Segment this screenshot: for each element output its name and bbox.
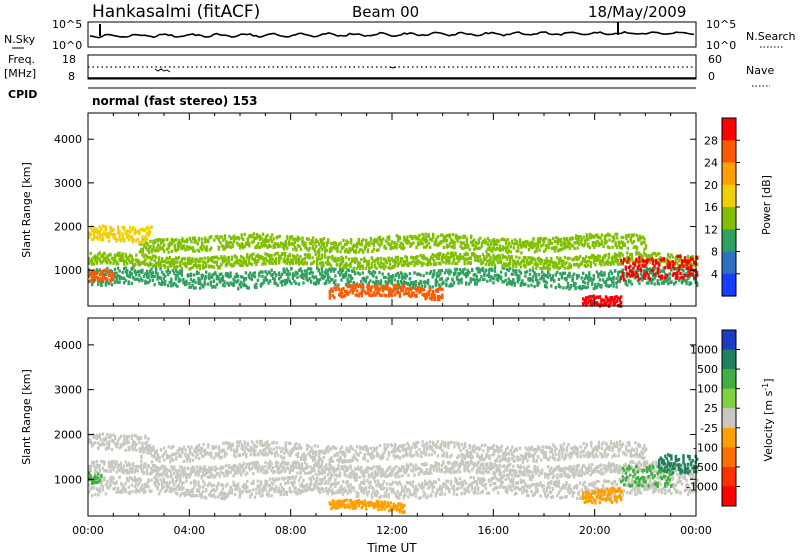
nave-label: Nave — [746, 64, 774, 77]
freq-label-2: [MHz] — [4, 67, 36, 80]
ytick-label: 2000 — [54, 221, 82, 234]
freq-tick-top: 18 — [62, 53, 76, 66]
colorbar-tick-label: 4 — [711, 268, 718, 281]
colorbar-segment — [722, 229, 736, 253]
ytick-label: 4000 — [54, 133, 82, 146]
xtick-label: 08:00 — [275, 524, 307, 537]
velocity-ylabel: Slant Range [km] — [20, 369, 33, 465]
noise-right-tick-bottom: 10^0 — [706, 39, 736, 52]
echo-band-6 — [620, 254, 699, 282]
colorbar-segment — [722, 251, 736, 275]
echo-band-2 — [138, 439, 648, 464]
noise-sky-line — [89, 30, 695, 39]
noise-right-tick-top: 10^5 — [706, 18, 736, 31]
colorbar-tick-label: -25 — [700, 422, 718, 435]
xtick-label: 20:00 — [579, 524, 611, 537]
colorbar-segment — [722, 427, 736, 448]
echo-band-5 — [328, 498, 406, 514]
echo-band-7 — [88, 268, 115, 283]
xtick-label: 00:00 — [72, 524, 104, 537]
colorbar-segment — [722, 162, 736, 186]
xtick-label: 00:00 — [680, 524, 712, 537]
ytick-label: 3000 — [54, 384, 82, 397]
echo-band-2 — [138, 232, 648, 255]
colorbar-segment — [722, 408, 736, 429]
power-colorbar: 28 24 20 16 12 8 4 — [704, 117, 740, 297]
xtick-label: 12:00 — [376, 524, 408, 537]
echo-band-1 — [88, 459, 699, 480]
velocity-colorbar: 1000 500 100 25 -25 -100 -500 -1000 — [686, 329, 740, 507]
colorbar-tick-label: -1000 — [686, 480, 718, 493]
noise-sky-label: N.Sky — [4, 33, 36, 46]
cpid-label: CPID — [8, 88, 37, 101]
colorbar-tick-label: 12 — [704, 223, 718, 236]
beam-title: Beam 00 — [352, 3, 419, 21]
echo-band-6 — [582, 487, 623, 505]
colorbar-tick-label: 500 — [697, 363, 718, 376]
station-title: Hankasalmi (fitACF) — [92, 2, 260, 22]
velocity-panel: 4000 3000 2000 1000 00:00 04:00 08:00 12:00 16:… — [20, 317, 775, 554]
colorbar-tick-label: -500 — [693, 461, 718, 474]
colorbar-tick-label: 28 — [704, 134, 718, 147]
colorbar-segment — [722, 369, 736, 390]
ytick-label: 1000 — [54, 473, 82, 486]
colorbar-segment — [722, 330, 736, 351]
ytick-label: 2000 — [54, 428, 82, 441]
colorbar-segment — [722, 447, 736, 468]
power-panel: 4000 3000 2000 1000 Slant Range [km] 28 24 20… — [20, 112, 773, 308]
colorbar-tick-label: 20 — [704, 179, 718, 192]
date-title: 18/May/2009 — [588, 3, 686, 21]
colorbar-tick-label: 25 — [704, 402, 718, 415]
colorbar-tick-label: 16 — [704, 201, 718, 214]
echo-band-4 — [328, 283, 444, 302]
colorbar-segment — [722, 388, 736, 409]
echo-band-3 — [88, 224, 153, 245]
ytick-label: 1000 — [54, 264, 82, 277]
colorbar-segment — [722, 486, 736, 507]
xtick-label: 04:00 — [173, 524, 205, 537]
power-colorbar-label: Power [dB] — [760, 175, 773, 235]
colorbar-tick-label: 100 — [697, 383, 718, 396]
colorbar-segment — [722, 466, 736, 487]
power-ylabel: Slant Range [km] — [20, 162, 33, 258]
colorbar-segment — [722, 140, 736, 164]
freq-panel: Freq. [MHz] 18 8 60 0 Nave — [4, 53, 774, 87]
nave-tick-top: 60 — [708, 53, 722, 66]
colorbar-segment — [722, 207, 736, 230]
noise-left-tick-bottom: 10^0 — [52, 39, 82, 52]
colorbar-tick-label: 8 — [711, 246, 718, 259]
colorbar-tick-label: 1000 — [690, 344, 718, 357]
echo-band-1 — [88, 251, 699, 271]
echo-band-0 — [88, 266, 699, 291]
noise-search-label: N.Search — [746, 30, 796, 43]
colorbar-tick-label: 24 — [704, 157, 718, 170]
velocity-colorbar-label: Velocity [m s-1] — [761, 378, 775, 461]
noise-left-tick-top: 10^5 — [52, 18, 82, 31]
echo-band-0 — [88, 474, 699, 501]
velocity-data-layer — [88, 432, 699, 514]
cpid-value: normal (fast stereo) 153 — [92, 94, 258, 108]
nave-tick-bottom: 0 — [708, 70, 715, 83]
freq-tick-bottom: 8 — [68, 70, 75, 83]
freq-label-1: Freq. — [8, 53, 35, 66]
echo-band-4 — [88, 471, 103, 486]
colorbar-segment — [722, 349, 736, 370]
ytick-label: 4000 — [54, 339, 82, 352]
noise-panel: N.Sky 10^5 10^0 10^5 10^0 N.Search — [4, 18, 796, 52]
velocity-xlabel: Time UT — [366, 541, 417, 554]
colorbar-segment — [722, 118, 736, 141]
echo-band-3 — [88, 432, 153, 453]
echo-band-8 — [658, 453, 699, 475]
colorbar-tick-label: -100 — [693, 441, 718, 454]
xtick-label: 16:00 — [477, 524, 509, 537]
colorbar-segment — [722, 184, 736, 208]
power-data-layer — [88, 224, 699, 308]
colorbar-segment — [722, 273, 736, 297]
ytick-label: 3000 — [54, 177, 82, 190]
